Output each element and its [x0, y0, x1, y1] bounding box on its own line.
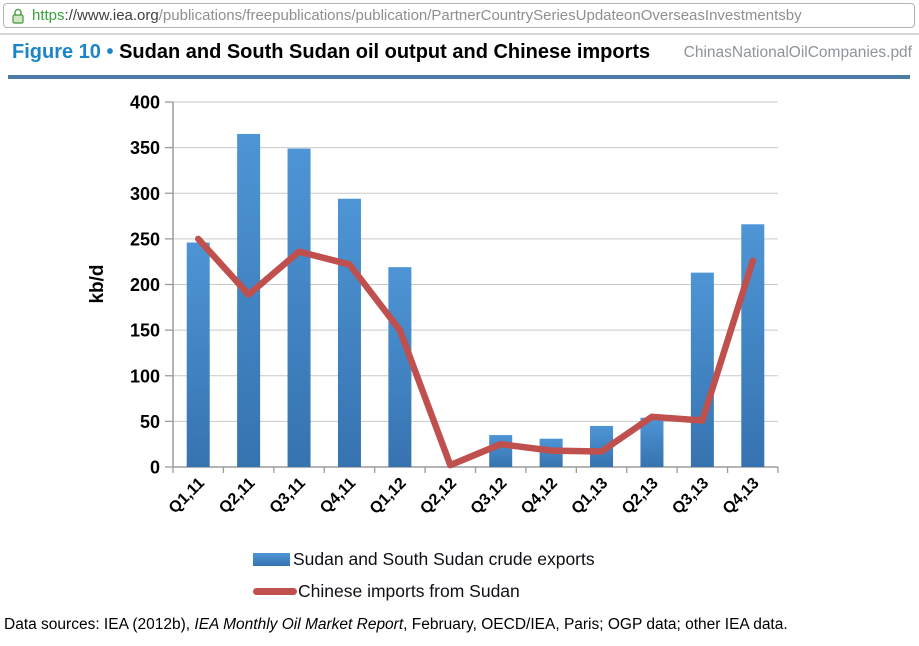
legend-item-imports: Chinese imports from Sudan	[253, 581, 595, 602]
url-path: /publications/freepublications/publicati…	[158, 7, 802, 24]
y-label-300: 300	[130, 184, 160, 204]
legend-label-imports: Chinese imports from Sudan	[298, 581, 520, 601]
bar-swatch-icon	[253, 553, 290, 566]
x-label-Q3,13: Q3,13	[669, 475, 712, 518]
url-overflow-text: ChinasNationalOilCompanies.pdf	[683, 44, 912, 61]
figure-title-row: Figure 10 • Sudan and South Sudan oil ou…	[12, 41, 650, 64]
bar-Q1,12	[388, 267, 412, 467]
footer-italic: IEA Monthly Oil Market Report	[194, 616, 404, 633]
y-axis-title: kb/d	[87, 264, 108, 303]
x-axis-labels: Q1,11 Q2,11 Q3,11 Q4,11 Q1,12 Q2,12 Q3,12 Q4,12…	[166, 475, 763, 518]
figure-title: Sudan and South Sudan oil output and Chi…	[119, 41, 651, 63]
y-label-350: 350	[130, 138, 160, 158]
y-label-200: 200	[130, 275, 160, 295]
bar-Q2,11	[237, 133, 261, 467]
url-host: ://www.iea.org	[64, 7, 159, 24]
y-label-150: 150	[130, 321, 160, 341]
bar-Q4,11	[337, 198, 361, 467]
figure-number: Figure 10	[12, 41, 101, 63]
x-label-Q3,12: Q3,12	[468, 475, 511, 518]
x-label-Q4,12: Q4,12	[518, 475, 561, 518]
bar-series	[186, 133, 765, 467]
x-label-Q1,12: Q1,12	[367, 475, 410, 518]
url-scheme: https	[32, 7, 65, 24]
x-label-Q4,13: Q4,13	[720, 475, 763, 518]
bar-Q2,13	[640, 417, 664, 467]
footer-suffix: , February, OECD/IEA, Paris; OGP data; o…	[403, 616, 788, 633]
url-bar[interactable]: https://www.iea.org/publications/freepub…	[3, 3, 915, 28]
legend-item-exports: Sudan and South Sudan crude exports	[253, 549, 595, 570]
y-label-50: 50	[140, 412, 160, 432]
x-label-Q4,11: Q4,11	[317, 475, 359, 517]
padlock-icon	[12, 8, 24, 24]
bar-Q1,13	[590, 425, 614, 467]
data-sources-note: Data sources: IEA (2012b), IEA Monthly O…	[4, 616, 788, 634]
axes	[172, 102, 778, 468]
chart-legend: Sudan and South Sudan crude exports Chin…	[253, 549, 595, 613]
y-label-400: 400	[130, 93, 160, 113]
x-label-Q2,13: Q2,13	[619, 475, 662, 518]
bar-Q1,11	[186, 242, 210, 467]
y-label-100: 100	[130, 366, 160, 386]
imports-line	[194, 235, 757, 469]
x-label-Q1,11: Q1,11	[166, 475, 208, 517]
bar-Q3,13	[690, 272, 714, 467]
browser-chrome-edge	[0, 33, 919, 35]
url-text: https://www.iea.org/publications/freepub…	[32, 7, 802, 24]
x-label-Q3,11: Q3,11	[267, 475, 309, 517]
x-label-Q1,13: Q1,13	[569, 475, 612, 518]
title-divider	[8, 75, 910, 79]
bullet-icon: •	[106, 41, 114, 63]
y-axis-labels: 0 50 100 150 200 250 300 350 400	[130, 93, 160, 478]
footer-prefix: Data sources: IEA (2012b),	[4, 616, 195, 633]
y-label-250: 250	[130, 229, 160, 249]
bar-Q3,11	[287, 148, 311, 467]
axis-ticks	[165, 101, 779, 473]
x-label-Q2,12: Q2,12	[417, 475, 460, 518]
y-label-0: 0	[150, 458, 160, 478]
line-swatch-icon	[253, 588, 297, 595]
x-label-Q2,11: Q2,11	[216, 475, 258, 517]
y-gridlines	[173, 101, 778, 422]
legend-label-exports: Sudan and South Sudan crude exports	[293, 549, 595, 569]
